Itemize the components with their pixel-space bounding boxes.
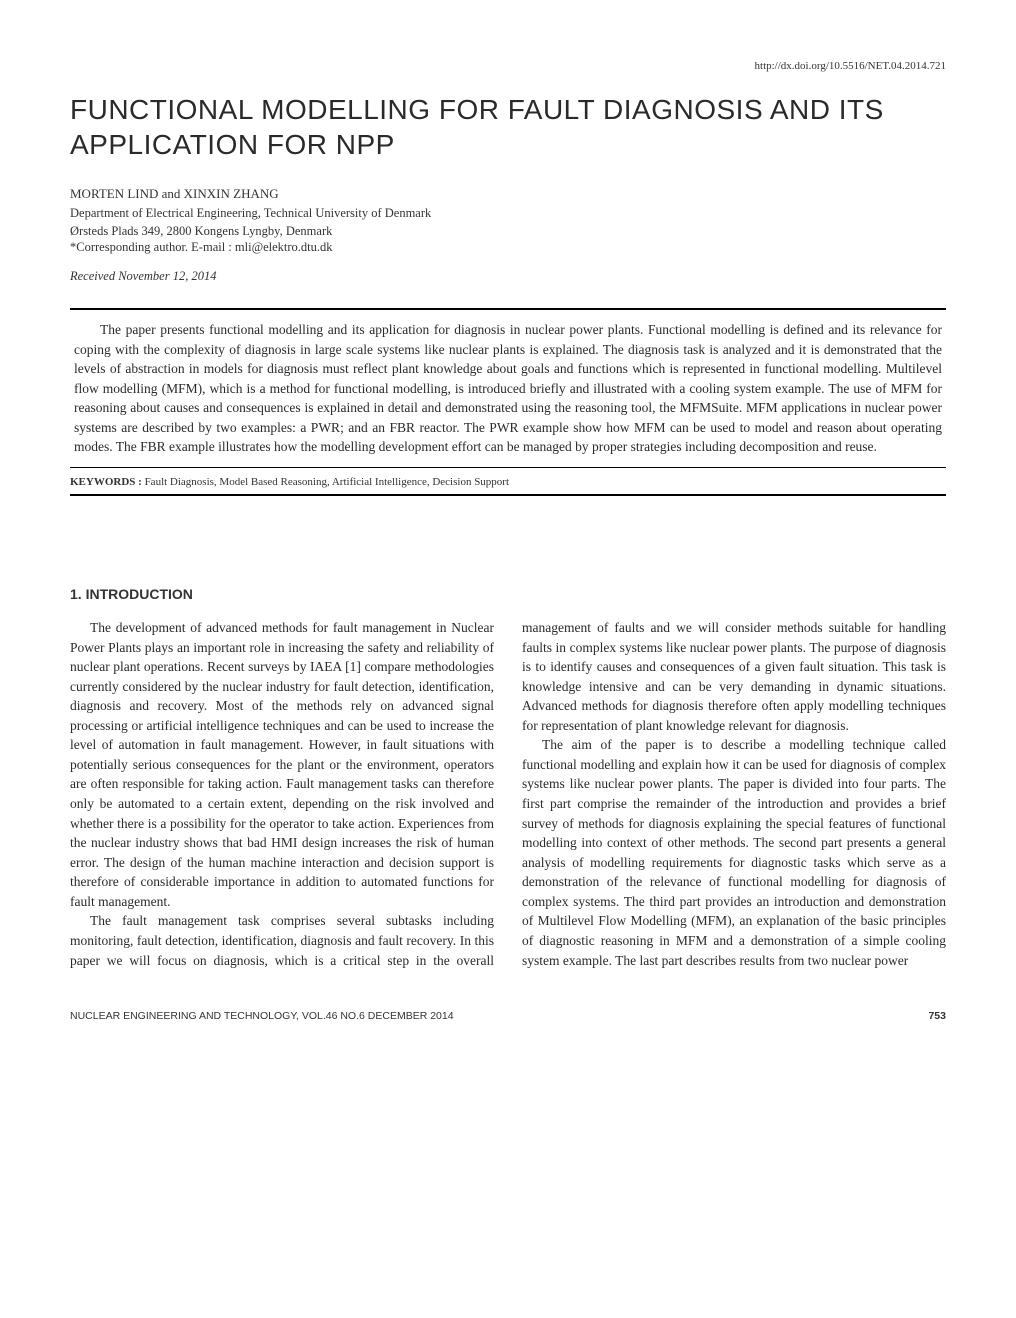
footer-page-number: 753 bbox=[928, 1010, 946, 1022]
corresponding-author: *Corresponding author. E-mail : mli@elek… bbox=[70, 240, 946, 255]
keywords-row: KEYWORDS : Fault Diagnosis, Model Based … bbox=[70, 476, 946, 496]
doi-link[interactable]: http://dx.doi.org/10.5516/NET.04.2014.72… bbox=[70, 60, 946, 72]
author-names: MORTEN LIND and XINXIN ZHANG bbox=[70, 186, 946, 202]
abstract-box: The paper presents functional modelling … bbox=[70, 308, 946, 468]
paragraph-1: The development of advanced methods for … bbox=[70, 618, 494, 911]
paragraph-3: The aim of the paper is to describe a mo… bbox=[522, 735, 946, 970]
abstract-text: The paper presents functional modelling … bbox=[74, 320, 942, 457]
keywords-label: KEYWORDS : bbox=[70, 476, 145, 488]
body-text-columns: The development of advanced methods for … bbox=[70, 618, 946, 970]
keywords-list: Fault Diagnosis, Model Based Reasoning, … bbox=[145, 476, 509, 488]
footer-journal-info: NUCLEAR ENGINEERING AND TECHNOLOGY, VOL.… bbox=[70, 1010, 454, 1022]
affiliation-dept: Department of Electrical Engineering, Te… bbox=[70, 205, 946, 223]
paper-title: FUNCTIONAL MODELLING FOR FAULT DIAGNOSIS… bbox=[70, 92, 946, 162]
affiliation-address: Ørsteds Plads 349, 2800 Kongens Lyngby, … bbox=[70, 223, 946, 241]
received-date: Received November 12, 2014 bbox=[70, 269, 946, 284]
page-footer: NUCLEAR ENGINEERING AND TECHNOLOGY, VOL.… bbox=[70, 1010, 946, 1022]
section-heading-introduction: 1. INTRODUCTION bbox=[70, 586, 946, 602]
